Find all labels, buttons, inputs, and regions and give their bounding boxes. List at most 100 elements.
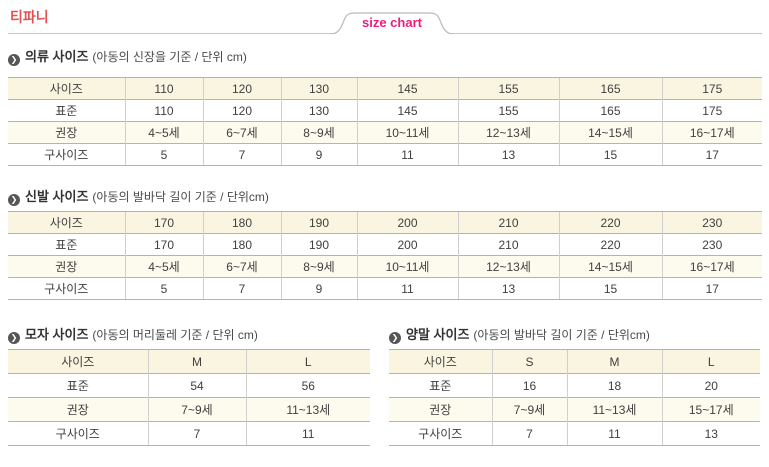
value-cell: 5 bbox=[124, 277, 203, 300]
value-cell: 175 bbox=[661, 99, 762, 122]
hat-size-table: 사이즈 M L 표준 54 56 권장 7~9세 11~13세 구사이즈 7 11 bbox=[8, 349, 370, 446]
column-header-cell: 170 bbox=[124, 211, 203, 234]
value-cell: 7~9세 bbox=[147, 397, 246, 422]
row-label-cell: 구사이즈 bbox=[8, 277, 125, 300]
value-cell: 165 bbox=[558, 99, 662, 122]
section-header-shoes: ❯ 신발 사이즈 (아동의 발바닥 길이 기준 / 단위cm) bbox=[8, 186, 269, 206]
table-row: 권장 7~9세 11~13세 15~17세 bbox=[389, 397, 760, 422]
tab-label: size chart bbox=[362, 15, 422, 30]
shoe-size-table: 사이즈 170 180 190 200 210 220 230 표준 170 180 190 200 21… bbox=[8, 211, 762, 300]
value-cell: 13 bbox=[457, 143, 559, 166]
column-header-cell: M bbox=[566, 349, 662, 374]
value-cell: 13 bbox=[457, 277, 559, 300]
section-note: (아동의 발바닥 길이 기준 / 단위cm) bbox=[473, 328, 650, 342]
value-cell: 7 bbox=[202, 143, 281, 166]
value-cell: 15 bbox=[558, 143, 662, 166]
table-row: 사이즈 S M L bbox=[389, 349, 760, 374]
column-header-cell: 120 bbox=[202, 77, 281, 100]
table-row: 사이즈 110 120 130 145 155 165 175 bbox=[8, 77, 762, 100]
column-header-cell: 130 bbox=[280, 77, 357, 100]
table-row: 권장 4~5세 6~7세 8~9세 10~11세 12~13세 14~15세 16~17세 bbox=[8, 121, 762, 144]
table-row: 사이즈 M L bbox=[8, 349, 370, 374]
value-cell: 11 bbox=[356, 143, 458, 166]
section-header-socks: ❯ 양말 사이즈 (아동의 발바닥 길이 기준 / 단위cm) bbox=[389, 324, 650, 344]
section-note: (아동의 발바닥 길이 기준 / 단위cm) bbox=[92, 190, 269, 204]
value-cell: 4~5세 bbox=[124, 255, 203, 278]
column-header-cell: 220 bbox=[558, 211, 662, 234]
value-cell: 190 bbox=[280, 233, 357, 256]
clothing-size-table: 사이즈 110 120 130 145 155 165 175 표준 110 120 130 145 15… bbox=[8, 77, 762, 166]
arrow-bullet-icon: ❯ bbox=[8, 194, 20, 206]
column-header-cell: 200 bbox=[356, 211, 458, 234]
value-cell: 170 bbox=[124, 233, 203, 256]
value-cell: 15~17세 bbox=[661, 397, 760, 422]
value-cell: 145 bbox=[356, 99, 458, 122]
value-cell: 220 bbox=[558, 233, 662, 256]
table-row: 구사이즈 5 7 9 11 13 15 17 bbox=[8, 143, 762, 166]
value-cell: 110 bbox=[124, 99, 203, 122]
table-row: 구사이즈 5 7 9 11 13 15 17 bbox=[8, 277, 762, 300]
value-cell: 17 bbox=[661, 143, 762, 166]
row-label-cell: 구사이즈 bbox=[8, 421, 148, 446]
brand-title: 티파니 bbox=[10, 9, 49, 25]
row-label-cell: 권장 bbox=[8, 255, 125, 278]
section-note: (아동의 머리둘레 기준 / 단위 cm) bbox=[92, 328, 258, 342]
value-cell: 10~11세 bbox=[356, 121, 458, 144]
value-cell: 16 bbox=[491, 373, 567, 398]
value-cell: 16~17세 bbox=[661, 121, 762, 144]
column-header-cell: 165 bbox=[558, 77, 662, 100]
column-header-cell: 145 bbox=[356, 77, 458, 100]
row-label-cell: 표준 bbox=[8, 99, 125, 122]
column-header-cell: 110 bbox=[124, 77, 203, 100]
value-cell: 17 bbox=[661, 277, 762, 300]
column-header-cell: 210 bbox=[457, 211, 559, 234]
value-cell: 13 bbox=[661, 421, 760, 446]
column-header-cell: 230 bbox=[661, 211, 762, 234]
value-cell: 200 bbox=[356, 233, 458, 256]
table-row: 구사이즈 7 11 13 bbox=[389, 421, 760, 446]
value-cell: 180 bbox=[202, 233, 281, 256]
table-row: 권장 7~9세 11~13세 bbox=[8, 397, 370, 422]
section-title: 양말 사이즈 bbox=[406, 327, 470, 342]
value-cell: 210 bbox=[457, 233, 559, 256]
value-cell: 6~7세 bbox=[202, 255, 281, 278]
value-cell: 16~17세 bbox=[661, 255, 762, 278]
value-cell: 54 bbox=[147, 373, 246, 398]
value-cell: 20 bbox=[661, 373, 760, 398]
section-header-hats: ❯ 모자 사이즈 (아동의 머리둘레 기준 / 단위 cm) bbox=[8, 324, 258, 344]
table-row: 표준 110 120 130 145 155 165 175 bbox=[8, 99, 762, 122]
table-row: 표준 54 56 bbox=[8, 373, 370, 398]
table-row: 표준 170 180 190 200 210 220 230 bbox=[8, 233, 762, 256]
row-label-cell: 표준 bbox=[389, 373, 492, 398]
value-cell: 120 bbox=[202, 99, 281, 122]
table-row: 권장 4~5세 6~7세 8~9세 10~11세 12~13세 14~15세 16~17세 bbox=[8, 255, 762, 278]
value-cell: 155 bbox=[457, 99, 559, 122]
value-cell: 12~13세 bbox=[457, 121, 559, 144]
value-cell: 7 bbox=[202, 277, 281, 300]
value-cell: 6~7세 bbox=[202, 121, 281, 144]
value-cell: 11 bbox=[245, 421, 370, 446]
table-row: 구사이즈 7 11 bbox=[8, 421, 370, 446]
value-cell: 230 bbox=[661, 233, 762, 256]
column-header-cell: 사이즈 bbox=[389, 349, 492, 374]
value-cell: 56 bbox=[245, 373, 370, 398]
value-cell: 15 bbox=[558, 277, 662, 300]
value-cell: 9 bbox=[280, 143, 357, 166]
section-title: 신발 사이즈 bbox=[25, 189, 89, 204]
row-label-cell: 구사이즈 bbox=[8, 143, 125, 166]
value-cell: 11 bbox=[566, 421, 662, 446]
column-header-cell: 190 bbox=[280, 211, 357, 234]
column-header-cell: 180 bbox=[202, 211, 281, 234]
column-header-cell: L bbox=[661, 349, 760, 374]
column-header-cell: S bbox=[491, 349, 567, 374]
table-row: 표준 16 18 20 bbox=[389, 373, 760, 398]
value-cell: 8~9세 bbox=[280, 121, 357, 144]
column-header-cell: L bbox=[245, 349, 370, 374]
value-cell: 9 bbox=[280, 277, 357, 300]
row-label-cell: 권장 bbox=[8, 121, 125, 144]
value-cell: 11~13세 bbox=[566, 397, 662, 422]
tab-size-chart[interactable]: size chart bbox=[330, 12, 454, 34]
value-cell: 12~13세 bbox=[457, 255, 559, 278]
value-cell: 5 bbox=[124, 143, 203, 166]
row-label-cell: 구사이즈 bbox=[389, 421, 492, 446]
